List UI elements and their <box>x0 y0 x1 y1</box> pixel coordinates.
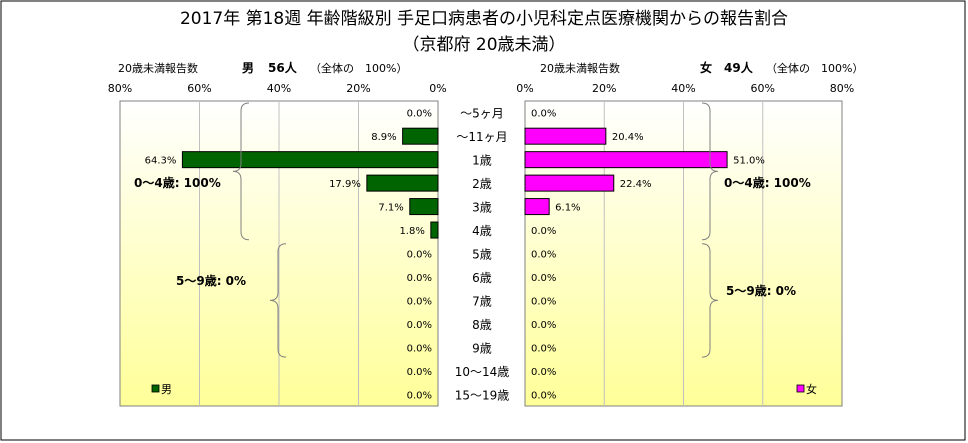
category-label: 4歳 <box>472 224 492 238</box>
female-data-label: 0.0% <box>531 367 556 378</box>
female-data-label: 0.0% <box>531 250 556 261</box>
male-x-tick-label: 20% <box>346 82 370 95</box>
category-label: ～11ヶ月 <box>456 130 507 144</box>
male-data-label: 1.8% <box>399 226 424 237</box>
category-label: 2歳 <box>472 177 492 191</box>
category-label: 7歳 <box>472 294 492 308</box>
male-header-total: （全体の 100%） <box>310 61 407 75</box>
female-annotation-0-4: 0～4歳: 100% <box>724 175 811 190</box>
female-data-label: 0.0% <box>531 109 556 120</box>
male-data-label: 8.9% <box>371 132 396 143</box>
male-header-count: 56人 <box>268 60 298 75</box>
male-bar <box>409 198 439 216</box>
category-label: 8歳 <box>472 318 492 332</box>
female-x-tick-label: 20% <box>592 82 616 95</box>
category-label: 10～14歳 <box>455 365 510 379</box>
male-bar <box>181 151 439 169</box>
female-bar <box>524 127 607 145</box>
female-legend-label: 女 <box>806 382 817 396</box>
female-x-tick-label: 80% <box>830 82 854 95</box>
female-bar <box>524 198 550 216</box>
female-data-label: 22.4% <box>620 179 652 190</box>
category-label: 1歳 <box>472 154 492 168</box>
female-header-count: 49人 <box>724 60 754 75</box>
male-annotation-5-9: 5～9歳: 0% <box>176 273 246 288</box>
female-data-label: 0.0% <box>531 226 556 237</box>
female-header-label: 20歳未満報告数 <box>540 62 620 75</box>
male-data-label: 64.3% <box>145 156 177 167</box>
female-x-tick-label: 60% <box>751 82 775 95</box>
male-x-tick-label: 80% <box>108 82 132 95</box>
category-label: 5歳 <box>472 248 492 262</box>
male-data-label: 0.0% <box>407 320 432 331</box>
male-data-label: 17.9% <box>329 179 361 190</box>
female-bar <box>524 151 728 169</box>
male-bracket-5-9 <box>269 243 287 358</box>
male-bar <box>430 221 439 239</box>
male-header-sex: 男 <box>242 61 254 75</box>
female-legend-swatch <box>796 384 805 393</box>
female-x-tick-label: 40% <box>671 82 695 95</box>
female-header-sex: 女 <box>700 60 712 75</box>
male-header-label: 20歳未満報告数 <box>118 62 198 75</box>
male-legend-label: 男 <box>161 383 172 396</box>
male-annotation-0-4: 0～4歳: 100% <box>134 175 221 190</box>
female-annotation-5-9: 5～9歳: 0% <box>726 283 796 298</box>
male-data-label: 0.0% <box>407 273 432 284</box>
female-data-label: 0.0% <box>531 343 556 354</box>
male-bar <box>366 174 439 192</box>
category-label: 6歳 <box>472 271 492 285</box>
male-data-label: 0.0% <box>407 367 432 378</box>
male-data-label: 7.1% <box>378 203 403 214</box>
female-data-label: 0.0% <box>531 390 556 401</box>
male-data-label: 0.0% <box>407 390 432 401</box>
chart-subtitle: （京都府 20歳未満） <box>402 35 566 55</box>
male-x-tick-label: 40% <box>267 82 291 95</box>
male-data-label: 0.0% <box>407 343 432 354</box>
male-data-label: 0.0% <box>407 109 432 120</box>
female-data-label: 20.4% <box>612 132 644 143</box>
category-label: 9歳 <box>472 341 492 355</box>
male-bar <box>402 127 439 145</box>
female-data-label: 51.0% <box>733 156 765 167</box>
chart-title: 2017年 第18週 年齢階級別 手足口病患者の小児科定点医療機関からの報告割合 <box>179 9 789 29</box>
female-data-label: 0.0% <box>531 296 556 307</box>
female-data-label: 0.0% <box>531 320 556 331</box>
category-label: 3歳 <box>472 201 492 215</box>
male-bracket-0-4 <box>232 102 250 241</box>
female-x-tick-label: 0% <box>516 82 533 95</box>
male-x-tick-label: 0% <box>429 82 446 95</box>
female-bracket-5-9 <box>701 243 719 358</box>
male-data-label: 0.0% <box>407 296 432 307</box>
male-legend-swatch <box>151 384 160 393</box>
category-label: 15～19歳 <box>455 388 510 402</box>
category-label: ～5ヶ月 <box>460 107 504 121</box>
female-bar <box>524 174 615 192</box>
female-data-label: 6.1% <box>555 203 580 214</box>
female-header-total: （全体の 100%） <box>766 61 863 75</box>
female-data-label: 0.0% <box>531 273 556 284</box>
male-x-tick-label: 60% <box>187 82 211 95</box>
male-data-label: 0.0% <box>407 250 432 261</box>
female-bracket-0-4 <box>701 102 719 241</box>
